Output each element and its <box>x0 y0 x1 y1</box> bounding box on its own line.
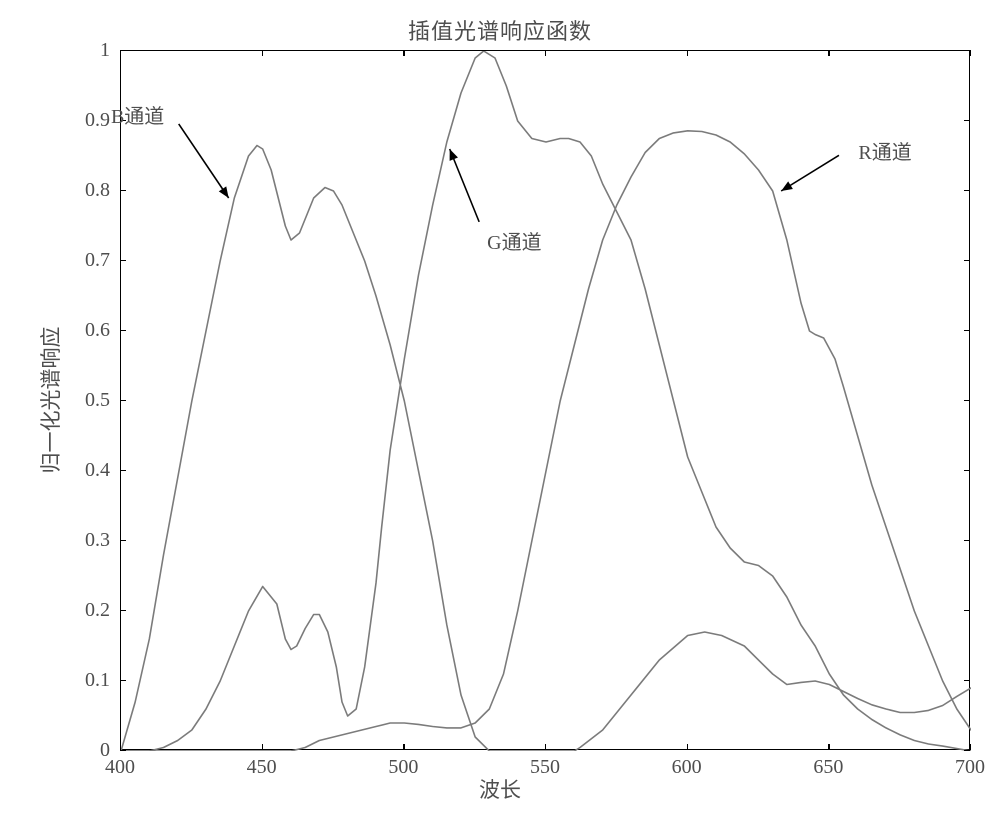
xtick-top <box>970 50 971 56</box>
xtick-label: 400 <box>90 756 150 779</box>
ytick <box>120 190 126 191</box>
ytick-right <box>964 610 970 611</box>
series-B <box>121 146 971 752</box>
xtick-label: 450 <box>232 756 292 779</box>
ytick-label: 0.8 <box>85 179 110 202</box>
annotation-arrowhead-B <box>219 186 229 198</box>
xtick-top <box>120 50 121 56</box>
ytick-label: 0.2 <box>85 599 110 622</box>
lines-layer <box>121 51 971 751</box>
ytick-right <box>964 400 970 401</box>
xtick <box>262 744 263 750</box>
ytick-label: 0.3 <box>85 529 110 552</box>
ytick-right <box>964 540 970 541</box>
ytick-label: 0.6 <box>85 319 110 342</box>
xtick <box>828 744 829 750</box>
ytick-right <box>964 260 970 261</box>
xtick <box>403 744 404 750</box>
annotation-label-B: B通道 <box>111 100 164 129</box>
ytick-right <box>964 680 970 681</box>
y-axis-label: 归一化光谱响应 <box>35 327 65 474</box>
annotation-label-G: G通道 <box>487 226 541 255</box>
xtick <box>120 744 121 750</box>
xtick-label: 650 <box>798 756 858 779</box>
xtick-top <box>828 50 829 56</box>
ytick <box>120 750 126 751</box>
annotation-arrowhead-R <box>781 181 793 191</box>
ytick-right <box>964 120 970 121</box>
ytick-right <box>964 750 970 751</box>
xtick <box>970 744 971 750</box>
ytick <box>120 330 126 331</box>
xtick-top <box>262 50 263 56</box>
ytick-label: 0.9 <box>85 109 110 132</box>
ytick <box>120 400 126 401</box>
ytick-right <box>964 330 970 331</box>
annotation-label-R: R通道 <box>858 136 911 165</box>
series-R <box>121 131 971 751</box>
ytick-right <box>964 190 970 191</box>
ytick-right <box>964 470 970 471</box>
ytick <box>120 680 126 681</box>
xtick-label: 700 <box>940 756 1000 779</box>
xtick-top <box>545 50 546 56</box>
ytick-label: 0.1 <box>85 669 110 692</box>
xtick <box>687 744 688 750</box>
ytick-label: 0.7 <box>85 249 110 272</box>
ytick-label: 1 <box>100 39 110 62</box>
chart-title: 插值光谱响应函数 <box>0 14 1000 46</box>
plot-area <box>120 50 970 750</box>
xtick <box>545 744 546 750</box>
xtick-top <box>403 50 404 56</box>
ytick <box>120 610 126 611</box>
ytick <box>120 260 126 261</box>
annotation-arrow-G <box>450 149 479 222</box>
annotation-arrowhead-G <box>450 149 458 161</box>
ytick <box>120 470 126 471</box>
xtick-label: 550 <box>515 756 575 779</box>
xtick-top <box>687 50 688 56</box>
xtick-label: 500 <box>373 756 433 779</box>
xtick-label: 600 <box>657 756 717 779</box>
annotation-arrow-B <box>179 124 229 198</box>
ytick <box>120 540 126 541</box>
spectral-response-chart: 插值光谱响应函数 归一化光谱响应 波长 00.10.20.30.40.50.60… <box>0 0 1000 821</box>
ytick-label: 0.4 <box>85 459 110 482</box>
ytick-label: 0.5 <box>85 389 110 412</box>
